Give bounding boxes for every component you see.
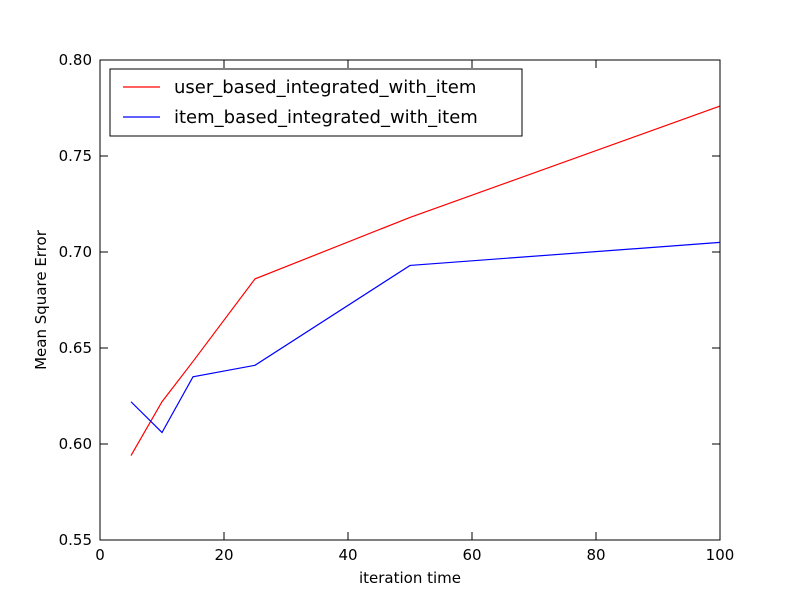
y-tick-label: 0.60 [59, 435, 92, 453]
x-tick-label: 60 [462, 546, 481, 564]
plot-area [100, 60, 720, 540]
x-tick-label: 40 [338, 546, 357, 564]
legend: user_based_integrated_with_item item_base… [109, 68, 523, 137]
x-tick-label: 100 [706, 546, 735, 564]
y-axis-label: Mean Square Error [32, 229, 50, 370]
plot-frame [99, 59, 721, 541]
series-line-1 [130, 105, 721, 456]
y-tick-label: 0.80 [59, 51, 92, 69]
x-axis-label: iteration time [359, 569, 461, 587]
x-tick-label: 80 [586, 546, 605, 564]
y-tick-label: 0.70 [59, 243, 92, 261]
y-tick-label: 0.55 [59, 531, 92, 549]
ticks-layer: 0 20 40 60 80 100 0.55 0.60 0.65 0.70 0.75 0.80 [59, 51, 735, 564]
series-layer [130, 105, 721, 456]
series-line-2 [130, 241, 721, 434]
y-tick-label: 0.75 [59, 147, 92, 165]
legend-label-1: user_based_integrated_with_item [174, 77, 476, 98]
y-tick-label: 0.65 [59, 339, 92, 357]
x-tick-label: 20 [214, 546, 233, 564]
x-tick-label: 0 [95, 546, 105, 564]
legend-box [109, 68, 523, 137]
legend-label-2: item_based_integrated_with_item [174, 107, 478, 128]
